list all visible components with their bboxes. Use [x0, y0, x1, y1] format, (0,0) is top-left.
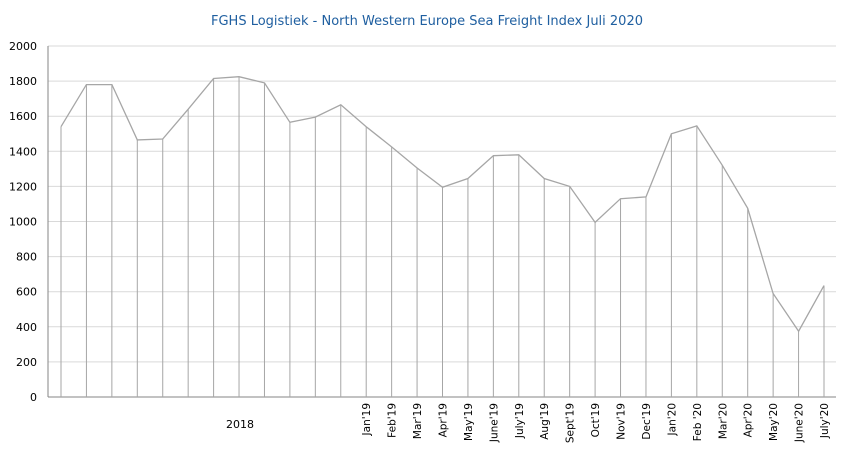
x-tick-label: Aug'19	[539, 403, 551, 440]
x-tick-label: Sept'19	[565, 403, 577, 443]
x-tick-label: Jan'20	[666, 403, 678, 436]
y-tick-label: 1400	[9, 145, 37, 158]
y-tick-label: 0	[30, 391, 37, 404]
y-tick-label: 1800	[9, 75, 37, 88]
x-tick-label: Nov'19	[616, 403, 628, 440]
y-tick-label: 600	[16, 286, 37, 299]
x-tick-label: Apr'20	[743, 403, 755, 437]
chart-title: FGHS Logistiek - North Western Europe Se…	[211, 14, 643, 29]
y-tick-label: 1000	[9, 216, 37, 229]
y-tick-label: 800	[16, 251, 37, 264]
x-tick-label: Jan'19	[361, 403, 373, 436]
x-tick-label: June'20	[794, 403, 806, 443]
y-tick-label: 1600	[9, 110, 37, 123]
group-label-2018: 2018	[226, 418, 254, 431]
y-tick-label: 400	[16, 321, 37, 334]
x-tick-label: Feb '20	[692, 403, 704, 441]
y-tick-label: 2000	[9, 40, 37, 53]
y-tick-label: 1200	[9, 180, 37, 193]
x-tick-label: Feb'19	[387, 403, 399, 438]
x-tick-label: July'20	[819, 403, 831, 439]
x-tick-label: Oct'19	[590, 403, 602, 437]
x-tick-label: June'19	[488, 403, 500, 443]
x-tick-label: May'19	[463, 403, 475, 441]
x-tick-label: May'20	[768, 403, 780, 441]
x-tick-label: Mar'20	[717, 403, 729, 439]
x-tick-label: July'19	[514, 403, 526, 439]
x-tick-label: Apr'19	[438, 403, 450, 437]
x-tick-label: Mar'19	[412, 403, 424, 439]
y-tick-label: 200	[16, 356, 37, 369]
x-tick-label: Dec'19	[641, 403, 653, 440]
series-line	[60, 76, 825, 333]
